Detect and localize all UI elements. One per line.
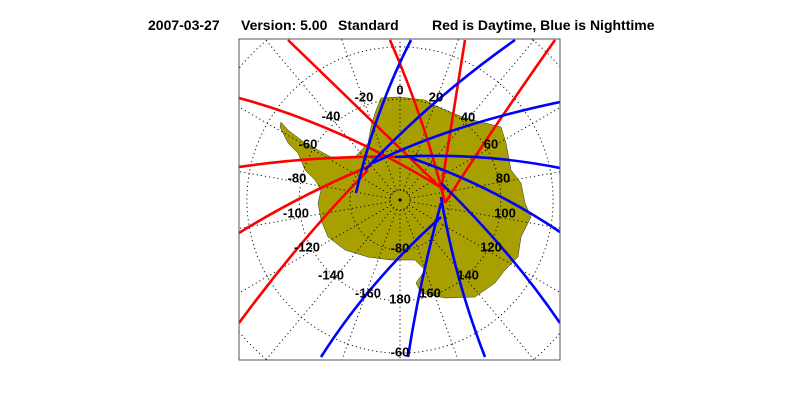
orbit-tracks xyxy=(239,39,560,358)
meridian-line xyxy=(409,171,560,199)
title-legend: Red is Daytime, Blue is Nighttime xyxy=(432,17,655,33)
nighttime-track xyxy=(439,196,487,358)
longitude-label: 100 xyxy=(494,206,516,221)
daytime-track xyxy=(239,96,446,192)
longitude-label: 120 xyxy=(480,240,502,255)
longitude-label: 80 xyxy=(496,171,510,186)
meridian-line xyxy=(409,201,560,229)
nighttime-track xyxy=(319,216,442,358)
nighttime-track xyxy=(372,100,560,165)
longitude-label: -20 xyxy=(355,90,374,105)
longitude-label: -160 xyxy=(355,286,381,301)
meridian-line xyxy=(340,39,398,191)
meridian-line xyxy=(239,171,391,199)
longitude-label: 40 xyxy=(461,110,475,125)
longitude-label: 0 xyxy=(396,83,403,98)
title-mode: Standard xyxy=(338,17,399,33)
meridian-line xyxy=(402,39,460,191)
map-frame xyxy=(238,38,561,361)
longitude-label: -40 xyxy=(322,109,341,124)
longitude-label: -100 xyxy=(283,206,309,221)
nighttime-track xyxy=(364,39,516,171)
longitude-label: 60 xyxy=(484,137,498,152)
meridian-line xyxy=(341,209,398,360)
latitude-label: -60 xyxy=(391,345,410,360)
longitude-label: 180 xyxy=(389,292,411,307)
nighttime-track xyxy=(394,154,560,170)
daytime-track xyxy=(388,39,447,204)
daytime-track xyxy=(443,39,557,204)
latitude-label: -80 xyxy=(391,241,410,256)
meridian-line xyxy=(239,201,391,229)
daytime-track xyxy=(239,169,369,324)
title-date: 2007-03-27 xyxy=(148,17,220,33)
longitude-label: -80 xyxy=(288,171,307,186)
longitude-label: -120 xyxy=(294,240,320,255)
latitude-circle xyxy=(298,98,502,302)
daytime-track xyxy=(439,39,467,191)
meridian-line xyxy=(402,209,459,360)
graticule xyxy=(239,39,560,360)
antarctica-landmass xyxy=(279,96,532,299)
nighttime-track xyxy=(440,182,560,324)
title-version: Version: 5.00 xyxy=(241,17,328,33)
longitude-label: 20 xyxy=(429,90,443,105)
nighttime-track xyxy=(410,156,560,234)
longitude-label: 160 xyxy=(419,286,441,301)
longitude-label: -60 xyxy=(299,137,318,152)
longitude-label: 140 xyxy=(457,268,479,283)
longitude-label: -140 xyxy=(318,268,344,283)
south-pole-marker xyxy=(398,198,402,202)
daytime-track xyxy=(239,163,373,235)
daytime-track xyxy=(287,39,442,189)
nighttime-track xyxy=(354,39,413,194)
